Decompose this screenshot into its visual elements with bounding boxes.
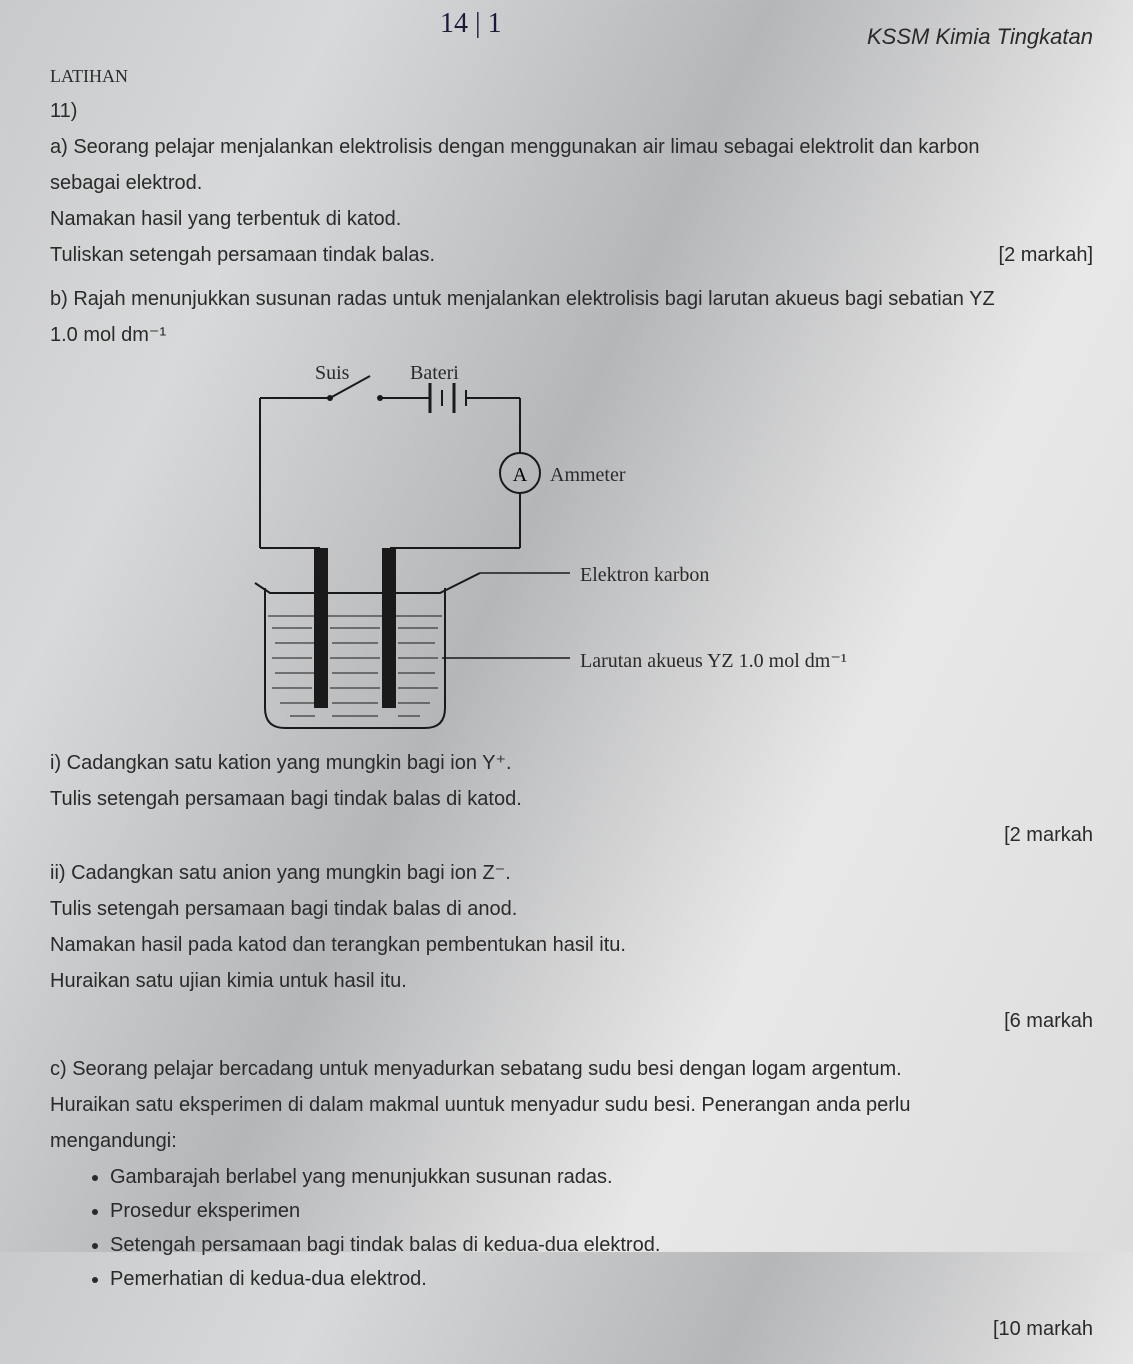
part-bii-text-1: ii) Cadangkan satu anion yang mungkin ba…	[50, 858, 1093, 888]
part-bii-text-3: Namakan hasil pada katod dan terangkan p…	[50, 930, 1093, 960]
part-bi-text-2: Tulis setengah persamaan bagi tindak bal…	[50, 784, 1093, 814]
part-c-text-2: Huraikan satu eksperimen di dalam makmal…	[50, 1090, 1093, 1120]
part-bi-text-1: i) Cadangkan satu kation yang mungkin ba…	[50, 748, 1093, 778]
bullet-3: Setengah persamaan bagi tindak balas di …	[110, 1230, 1093, 1260]
part-bii-text-4: Huraikan satu ujian kimia untuk hasil it…	[50, 966, 1093, 996]
header-textbook: KSSM Kimia Tingkatan	[50, 20, 1093, 53]
question-number: 11)	[50, 96, 1093, 126]
part-c-bullets: Gambarajah berlabel yang menunjukkan sus…	[110, 1162, 1093, 1294]
marks-bii: [6 markah	[50, 1006, 1093, 1036]
marks-bi: [2 markah	[50, 820, 1093, 850]
part-b-concentration: 1.0 mol dm⁻¹	[50, 320, 1093, 350]
label-ammeter: Ammeter	[550, 460, 626, 490]
marks-a: [2 markah]	[999, 240, 1093, 270]
bullet-2: Prosedur eksperimen	[110, 1196, 1093, 1226]
electrolysis-diagram: A	[220, 358, 920, 738]
part-c-text-1: c) Seorang pelajar bercadang untuk menya…	[50, 1054, 1093, 1084]
label-electrode: Elektron karbon	[580, 560, 709, 590]
part-bii-text-2: Tulis setengah persamaan bagi tindak bal…	[50, 894, 1093, 924]
part-a-text-3: Namakan hasil yang terbentuk di katod.	[50, 204, 1093, 234]
label-solution: Larutan akueus YZ 1.0 mol dm⁻¹	[580, 646, 847, 676]
label-bateri: Bateri	[410, 358, 459, 388]
marks-c: [10 markah	[50, 1314, 1093, 1344]
svg-text:A: A	[513, 464, 528, 486]
part-a-text-4: Tuliskan setengah persamaan tindak balas…	[50, 240, 435, 270]
part-c-text-3: mengandungi:	[50, 1126, 1093, 1156]
part-b-text-1: b) Rajah menunjukkan susunan radas untuk…	[50, 284, 1093, 314]
part-a-text-2: sebagai elektrod.	[50, 168, 1093, 198]
label-suis: Suis	[315, 358, 349, 388]
handwritten-page-number: 14 | 1	[440, 8, 502, 40]
bullet-1: Gambarajah berlabel yang menunjukkan sus…	[110, 1162, 1093, 1192]
section-latihan: LATIHAN	[50, 63, 1093, 90]
page-content: KSSM Kimia Tingkatan LATIHAN 11) a) Seor…	[0, 0, 1133, 1364]
bullet-4: Pemerhatian di kedua-dua elektrod.	[110, 1264, 1093, 1294]
part-a-text-1: a) Seorang pelajar menjalankan elektroli…	[50, 132, 1093, 162]
